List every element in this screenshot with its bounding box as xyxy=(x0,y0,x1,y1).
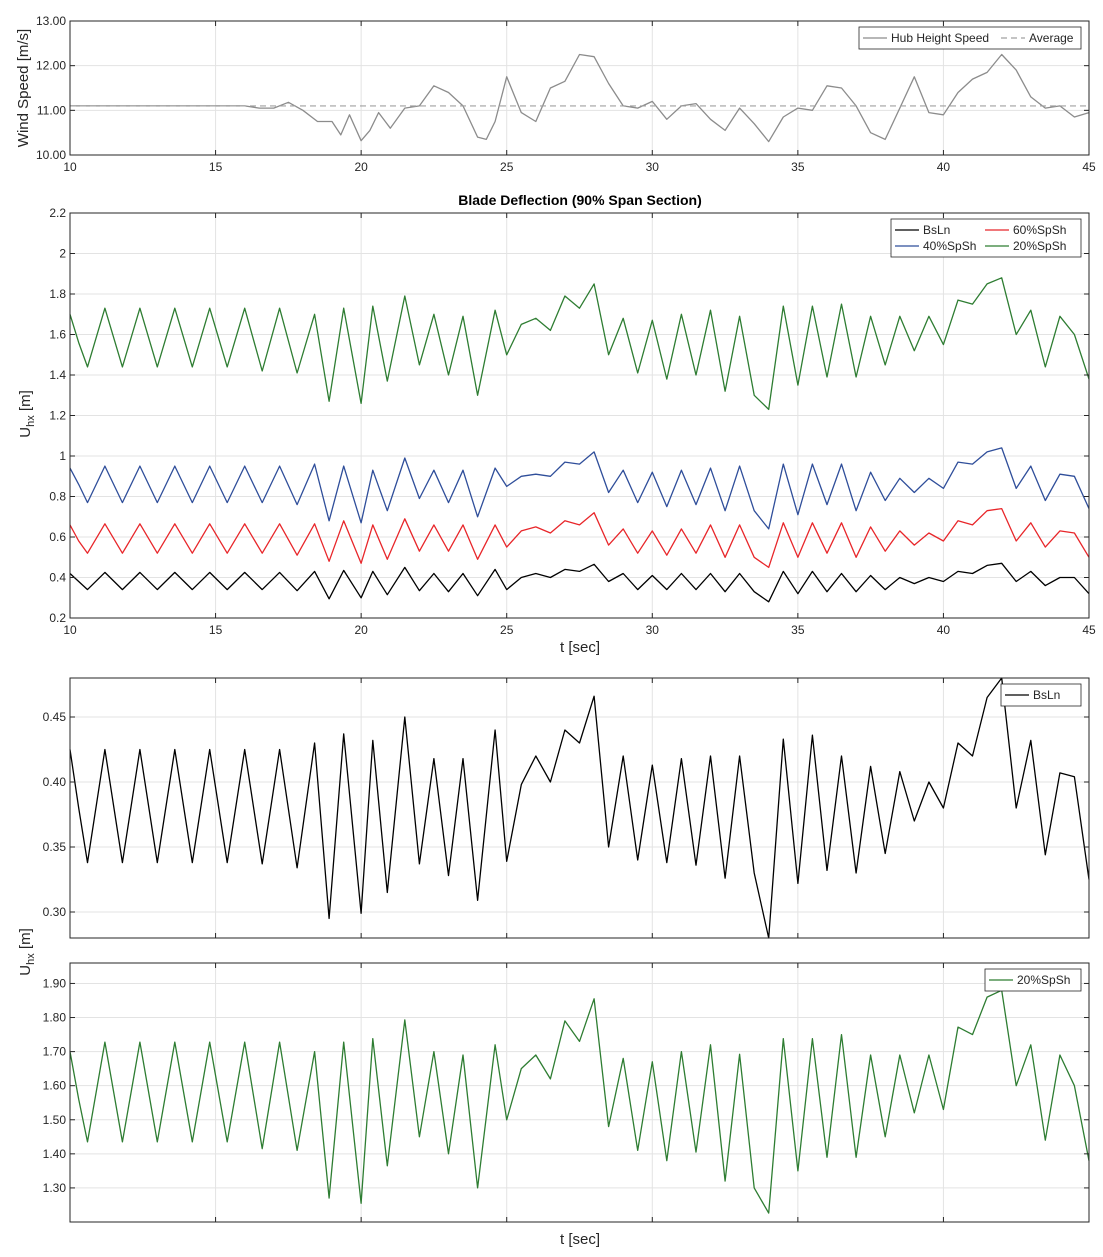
y-tick-label: 2.2 xyxy=(49,206,66,220)
y-tick-label: 1.50 xyxy=(43,1113,67,1127)
shared-ylabel-main: U xyxy=(17,965,34,976)
y-tick-label: 1.30 xyxy=(43,1181,67,1195)
shared-ylabel: Uhx [m] xyxy=(17,928,37,975)
bsln-zoom-panel: 0.30 0.35 0.40 0.45 BsLn xyxy=(43,677,1090,939)
spsh20-zoom-panel: 1.30 1.40 1.50 1.60 1.70 1.80 1.90 20%SpSh xyxy=(43,962,1090,1223)
x-tick-label: 45 xyxy=(1082,623,1096,637)
y-tick-label: 1.6 xyxy=(49,328,66,342)
shared-ylabel-sub: hx xyxy=(25,953,37,965)
legend-label: Average xyxy=(1029,31,1074,45)
x-tick-label: 20 xyxy=(354,623,368,637)
wind-speed-panel: 10 15 20 25 30 35 40 45 10.00 11.00 12.00 13.00 Hub … xyxy=(36,14,1096,174)
x-tick-label: 45 xyxy=(1082,160,1096,174)
legend-box xyxy=(890,218,1082,258)
y-tick-label: 0.8 xyxy=(49,490,66,504)
y-tick-label: 1.60 xyxy=(43,1079,67,1093)
x-tick-label: 25 xyxy=(500,160,514,174)
series-line-1 xyxy=(69,507,1090,569)
panel1-title: Blade Deflection (90% Span Section) xyxy=(458,192,702,208)
panel1-ylabel: Uhx [m] xyxy=(17,390,37,437)
x-tick-label: 40 xyxy=(937,623,951,637)
y-tick-label: 0.35 xyxy=(43,840,67,854)
legend-box xyxy=(858,26,1082,50)
legend-label: 20%SpSh xyxy=(1013,239,1066,253)
x-tick-label: 25 xyxy=(500,623,514,637)
x-tick-label: 35 xyxy=(791,160,805,174)
legend-label: BsLn xyxy=(923,223,950,237)
panel0-ylabel: Wind Speed [m/s] xyxy=(15,29,32,147)
y-tick-label: 11.00 xyxy=(37,103,66,117)
y-tick-label: 1.40 xyxy=(43,1147,67,1161)
series-line-0 xyxy=(69,989,1090,1214)
series-line-3 xyxy=(69,277,1090,411)
x-tick-label: 20 xyxy=(354,160,368,174)
y-tick-label: 0.2 xyxy=(49,611,66,625)
x-tick-label: 15 xyxy=(209,623,223,637)
legend-label: BsLn xyxy=(1033,688,1060,702)
y-tick-label: 1.90 xyxy=(43,976,67,990)
y-tick-label: 0.4 xyxy=(49,571,66,585)
x-tick-label: 30 xyxy=(646,160,660,174)
panel1-ylabel-main: U xyxy=(17,427,34,438)
series-line-0 xyxy=(70,53,1090,143)
legend-label: 20%SpSh xyxy=(1017,973,1070,987)
x-tick-label: 15 xyxy=(209,160,223,174)
panel1-ylabel-unit: [m] xyxy=(17,390,34,415)
y-tick-label: 13.00 xyxy=(36,14,66,28)
legend-label: 60%SpSh xyxy=(1013,223,1066,237)
y-tick-label: 1.80 xyxy=(43,1011,67,1025)
axes-box xyxy=(69,962,1090,1223)
y-tick-label: 1.2 xyxy=(49,409,66,423)
y-tick-label: 2 xyxy=(59,247,66,261)
y-tick-label: 1.4 xyxy=(49,368,66,382)
shared-ylabel-unit: [m] xyxy=(17,928,34,953)
series-line-0 xyxy=(69,562,1090,603)
legend-label: 40%SpSh xyxy=(923,239,976,253)
axes-box xyxy=(69,677,1090,939)
legend-box xyxy=(984,968,1082,992)
x-tick-label: 10 xyxy=(63,623,77,637)
y-tick-label: 0.40 xyxy=(43,775,67,789)
y-tick-label: 10.00 xyxy=(36,148,66,162)
x-tick-label: 40 xyxy=(937,160,951,174)
x-tick-label: 10 xyxy=(63,160,77,174)
y-tick-label: 0.6 xyxy=(49,530,66,544)
panel1-xlabel: t [sec] xyxy=(560,639,600,656)
y-tick-label: 12.00 xyxy=(36,59,66,73)
axes-box xyxy=(69,20,1090,156)
x-tick-label: 35 xyxy=(791,623,805,637)
panel3-xlabel: t [sec] xyxy=(560,1231,600,1248)
y-tick-label: 0.45 xyxy=(43,710,67,724)
y-tick-label: 1.70 xyxy=(43,1045,67,1059)
x-tick-label: 30 xyxy=(646,623,660,637)
blade-deflection-panel: 10 15 20 25 30 35 40 45 0.2 0.4 0.6 0.8 1 1.2 1.4 1.6 1.… xyxy=(49,206,1096,637)
y-tick-label: 0.30 xyxy=(43,905,67,919)
panel1-ylabel-sub: hx xyxy=(25,415,37,427)
y-tick-label: 1.8 xyxy=(49,287,66,301)
series-line-2 xyxy=(69,447,1090,530)
legend-label: Hub Height Speed xyxy=(891,31,989,45)
y-tick-label: 1 xyxy=(59,449,66,463)
series-line-0 xyxy=(69,677,1090,939)
plot-area xyxy=(70,963,1089,1222)
legend-box xyxy=(1000,683,1082,707)
